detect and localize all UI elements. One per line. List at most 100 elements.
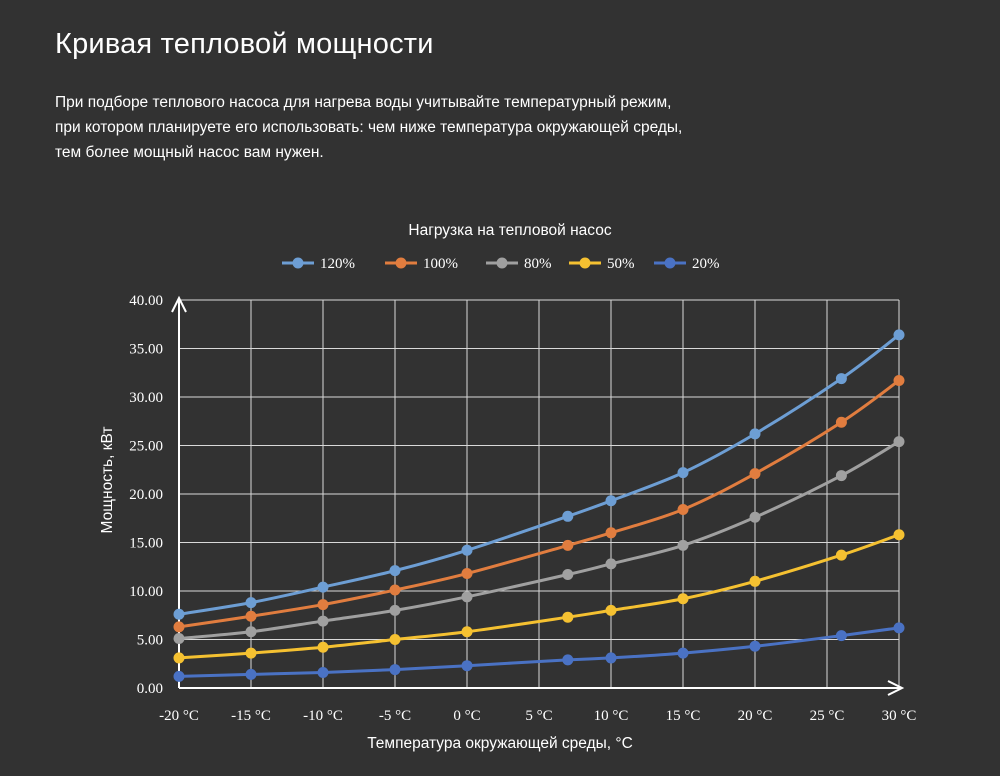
legend-swatch-dot-4 — [664, 257, 676, 269]
series-2-point-2 — [317, 615, 329, 627]
x-tick-label-0: -20 °C — [159, 708, 199, 724]
series-4-point-2 — [317, 666, 329, 678]
series-2-point-0 — [173, 633, 185, 645]
x-tick-label-9: 25 °C — [810, 708, 845, 724]
x-tick-label-1: -15 °C — [231, 708, 271, 724]
x-tick-label-2: -10 °C — [303, 708, 343, 724]
series-1-point-1 — [245, 610, 257, 622]
page-title: Кривая тепловой мощности — [55, 28, 434, 60]
legend-item-3: 50% — [569, 256, 635, 272]
y-tick-label-3: 15.00 — [129, 536, 163, 552]
series-0-point-2 — [317, 581, 329, 593]
y-axis-arrow — [171, 295, 187, 313]
series-4-point-7 — [677, 647, 689, 659]
series-1-point-8 — [749, 468, 761, 480]
legend-swatch-dot-1 — [395, 257, 407, 269]
series-0-point-0 — [173, 608, 185, 620]
x-axis-label: Температура окружающей среды, °C — [367, 735, 633, 752]
chart-title: Нагрузка на тепловой насос — [408, 222, 611, 239]
series-2-point-4 — [461, 591, 473, 603]
series-3-point-5 — [562, 611, 574, 623]
series-2-point-9 — [835, 470, 847, 482]
series-1-point-9 — [835, 416, 847, 428]
chart-series — [173, 329, 905, 682]
series-0-point-5 — [562, 510, 574, 522]
y-tick-label-8: 40.00 — [129, 293, 163, 309]
series-3-point-10 — [893, 529, 905, 541]
y-tick-label-1: 5.00 — [137, 633, 163, 649]
series-0-point-3 — [389, 565, 401, 577]
series-1-point-5 — [562, 539, 574, 551]
series-4-point-0 — [173, 670, 185, 682]
series-3-point-3 — [389, 634, 401, 645]
y-tick-label-7: 35.00 — [129, 342, 163, 358]
x-tick-label-10: 30 °C — [882, 708, 917, 724]
series-4-point-9 — [835, 630, 847, 642]
series-2-point-10 — [893, 436, 905, 448]
series-3-point-9 — [835, 549, 847, 561]
legend-item-0: 120% — [282, 256, 355, 272]
x-tick-label-6: 10 °C — [594, 708, 629, 724]
series-1-point-3 — [389, 584, 401, 596]
series-1-point-10 — [893, 375, 905, 387]
series-0-point-10 — [893, 329, 905, 341]
intro-line-1: При подборе теплового насоса для нагрева… — [55, 94, 672, 111]
x-tick-labels: -20 °C -15 °C -10 °C -5 °C 0 °C 5 °C 10 °C 15 °… — [159, 708, 916, 724]
series-2-point-3 — [389, 604, 401, 616]
series-3-point-8 — [749, 575, 761, 587]
x-tick-label-5: 5 °C — [525, 708, 552, 724]
series-4 — [173, 622, 905, 682]
series-0 — [173, 329, 905, 620]
series-1-point-7 — [677, 504, 689, 516]
legend-label-0: 120% — [320, 256, 355, 272]
series-0-point-1 — [245, 597, 257, 609]
y-tick-label-4: 20.00 — [129, 487, 163, 503]
series-3-point-6 — [605, 604, 617, 616]
chart-legend: 120% 100% 80% 50% 20% — [282, 256, 720, 272]
x-axis-arrow — [887, 680, 905, 696]
y-tick-label-0: 0.00 — [137, 681, 163, 697]
series-3-point-4 — [461, 626, 473, 638]
series-2-point-8 — [749, 511, 761, 523]
chart-grid — [179, 299, 900, 688]
y-axis-label: Мощность, кВт — [99, 427, 116, 534]
series-1-point-2 — [317, 599, 329, 611]
series-2-point-7 — [677, 539, 689, 551]
series-3-point-7 — [677, 593, 689, 605]
series-4-point-10 — [893, 622, 905, 634]
legend-swatch-dot-3 — [579, 257, 591, 269]
series-1-point-6 — [605, 527, 617, 539]
legend-label-2: 80% — [524, 256, 552, 272]
series-1-point-4 — [461, 568, 473, 580]
series-4-point-3 — [389, 664, 401, 676]
series-4-point-1 — [245, 668, 257, 680]
intro-line-3: тем более мощный насос вам нужен. — [55, 144, 324, 161]
legend-item-4: 20% — [654, 256, 720, 272]
series-1-point-0 — [173, 621, 185, 633]
y-tick-labels: 0.00 5.00 10.00 15.00 20.00 25.00 30.00 35.00 40… — [129, 293, 163, 697]
series-4-point-4 — [461, 660, 473, 672]
x-tick-label-3: -5 °C — [379, 708, 411, 724]
y-tick-label-5: 25.00 — [129, 439, 163, 455]
x-tick-label-7: 15 °C — [666, 708, 701, 724]
y-tick-label-6: 30.00 — [129, 390, 163, 406]
series-0-point-7 — [677, 467, 689, 479]
series-0-point-4 — [461, 544, 473, 556]
series-4-point-8 — [749, 640, 761, 652]
y-tick-label-2: 10.00 — [129, 584, 163, 600]
legend-swatch-dot-2 — [496, 257, 508, 269]
series-0-point-8 — [749, 428, 761, 440]
chart-axes — [171, 295, 905, 696]
series-3-point-0 — [173, 652, 185, 664]
series-2-point-5 — [562, 569, 574, 581]
series-3-point-1 — [245, 647, 257, 659]
series-4-point-5 — [562, 654, 574, 666]
series-3 — [173, 529, 905, 664]
legend-label-1: 100% — [423, 256, 458, 272]
legend-label-3: 50% — [607, 256, 635, 272]
series-4-point-6 — [605, 652, 617, 664]
x-tick-label-8: 20 °C — [738, 708, 773, 724]
series-2 — [173, 436, 905, 645]
intro-text: При подборе теплового насоса для нагрева… — [55, 90, 775, 165]
